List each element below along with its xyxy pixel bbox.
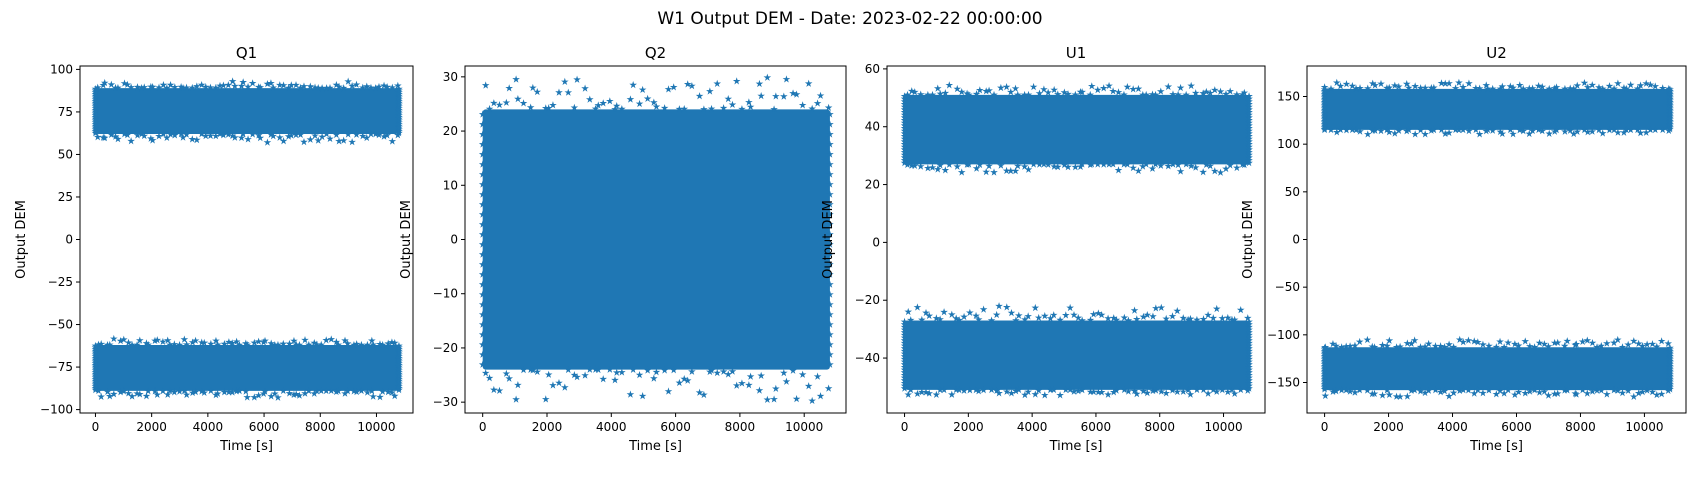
y-tick-label: −10 (433, 287, 458, 301)
x-tick-label: 4000 (1437, 420, 1468, 434)
y-tick-label: 100 (1277, 137, 1300, 151)
data-series-1 (900, 81, 1253, 176)
y-tick-label: 30 (443, 70, 458, 84)
subplot-q1: 0 2000 4000 6000 8000 10000 −100 −75 −50 −25 0 25 50… (14, 44, 414, 454)
subplot-title: Q2 (645, 44, 666, 62)
x-axis-label: Time [s] (219, 439, 273, 454)
x-tick-label: 4000 (193, 420, 224, 434)
y-tick-label: 0 (872, 235, 880, 249)
data-series-1 (91, 77, 403, 146)
y-tick-label: 50 (58, 147, 73, 161)
subplots: 0 2000 4000 6000 8000 10000−100−75−50−2502550… (14, 44, 1687, 454)
subplot-title: U1 (1066, 44, 1087, 62)
x-tick-label: 4000 (596, 420, 627, 434)
x-tick-label: 6000 (660, 420, 691, 434)
data-series-2 (91, 334, 403, 401)
x-axis-label: Time [s] (628, 439, 682, 454)
data-band (904, 320, 1250, 390)
figure-title: W1 Output DEM - Date: 2023-02-22 00:00:0… (657, 9, 1042, 29)
x-tick-label: 8000 (1565, 420, 1596, 434)
y-tick-label: 75 (58, 105, 73, 119)
data-series-2 (1320, 335, 1674, 400)
data-band (904, 94, 1250, 165)
y-tick-label: 25 (58, 190, 73, 204)
y-tick-label: −100 (1267, 328, 1300, 342)
x-tick-label: 8000 (305, 420, 336, 434)
y-tick-label: 50 (1285, 185, 1300, 199)
y-tick-label: 0 (1292, 233, 1300, 247)
y-tick-label: 100 (50, 62, 73, 76)
y-axis-label: Output DEM (14, 200, 29, 279)
y-tick-label: 20 (443, 124, 458, 138)
subplot-u2: 0 2000 4000 6000 8000 10000 −150 −100 −50 0 50 100 1… (1241, 44, 1687, 454)
y-tick-label: 10 (443, 178, 458, 192)
x-tick-label: 0 (901, 420, 909, 434)
x-tick-label: 0 (92, 420, 100, 434)
y-tick-label: 0 (65, 233, 73, 247)
y-tick-label: 20 (865, 178, 880, 192)
x-tick-label: 10000 (357, 420, 395, 434)
y-axis-label: Output DEM (1241, 200, 1256, 279)
x-tick-label: 8000 (1144, 420, 1175, 434)
data-series-1 (1320, 78, 1674, 138)
y-axis-label: Output DEM (821, 200, 836, 279)
y-tick-label: −25 (48, 275, 73, 289)
x-tick-label: 6000 (249, 420, 280, 434)
axes-frame (886, 65, 1266, 414)
y-tick-label: −75 (48, 360, 73, 374)
x-tick-label: 10000 (785, 420, 823, 434)
x-tick-label: 8000 (725, 420, 756, 434)
subplot-q2: 0 2000 4000 6000 8000 10000 −30 −20 −10 0 10 20 30 Q2… (399, 44, 847, 454)
y-tick-label: −50 (1275, 280, 1300, 294)
subplot-u1: 0 2000 4000 6000 8000 10000 −40 −20 0 20 40 60 U1 Tim… (821, 44, 1266, 454)
x-tick-label: 0 (479, 420, 487, 434)
y-tick-label: −100 (40, 403, 73, 417)
subplot-title: Q1 (236, 44, 257, 62)
y-tick-label: −150 (1267, 375, 1300, 389)
data-band (482, 109, 830, 370)
x-tick-label: 0 (1321, 420, 1329, 434)
x-tick-label: 2000 (532, 420, 563, 434)
y-tick-label: −40 (855, 351, 880, 365)
data-band (1324, 88, 1671, 130)
x-tick-label: 2000 (953, 420, 984, 434)
data-band (95, 344, 399, 391)
x-axis-label: Time [s] (1469, 439, 1523, 454)
y-tick-label: 60 (865, 62, 880, 76)
x-axis-label: Time [s] (1049, 439, 1103, 454)
y-tick-label: 0 (450, 233, 458, 247)
x-tick-label: 6000 (1081, 420, 1112, 434)
y-tick-label: 40 (865, 120, 880, 134)
data-series-2 (900, 302, 1253, 399)
y-tick-label: −30 (433, 395, 458, 409)
x-tick-label: 6000 (1501, 420, 1532, 434)
data-series-1 (478, 73, 834, 405)
data-band (1324, 347, 1671, 391)
x-tick-label: 4000 (1017, 420, 1048, 434)
y-tick-label: −20 (433, 341, 458, 355)
data-band (95, 88, 399, 135)
y-tick-label: −20 (855, 293, 880, 307)
x-tick-label: 2000 (1373, 420, 1404, 434)
subplot-title: U2 (1486, 44, 1507, 62)
x-tick-label: 10000 (1625, 420, 1663, 434)
y-axis-label: Output DEM (399, 200, 414, 279)
x-tick-label: 2000 (136, 420, 167, 434)
y-tick-label: −50 (48, 318, 73, 332)
y-tick-label: 150 (1277, 90, 1300, 104)
x-tick-label: 10000 (1204, 420, 1242, 434)
